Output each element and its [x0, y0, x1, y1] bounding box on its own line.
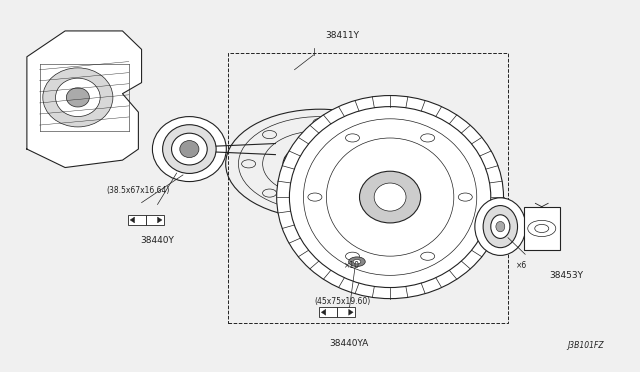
Text: 38440Y: 38440Y: [141, 236, 175, 245]
Circle shape: [301, 153, 339, 175]
Text: (38.5x67x16.64): (38.5x67x16.64): [107, 186, 170, 195]
Bar: [524, 207, 559, 250]
Ellipse shape: [276, 96, 504, 299]
Circle shape: [353, 260, 361, 264]
Ellipse shape: [43, 68, 113, 127]
Ellipse shape: [67, 88, 90, 107]
Ellipse shape: [152, 116, 227, 182]
Ellipse shape: [172, 133, 207, 165]
Polygon shape: [157, 217, 162, 223]
Bar: [319, 307, 337, 317]
Ellipse shape: [475, 198, 526, 256]
Text: 38453Y: 38453Y: [549, 271, 584, 280]
Text: (45x75x19.60): (45x75x19.60): [314, 297, 371, 306]
Ellipse shape: [483, 206, 518, 248]
Polygon shape: [349, 310, 353, 315]
Ellipse shape: [163, 125, 216, 173]
Ellipse shape: [496, 221, 505, 232]
Bar: [128, 215, 146, 225]
Text: ×10: ×10: [344, 260, 360, 270]
Polygon shape: [27, 31, 141, 167]
Bar: [146, 215, 164, 225]
Bar: [228, 53, 508, 323]
Ellipse shape: [180, 141, 199, 158]
Text: 38440YA: 38440YA: [329, 339, 368, 348]
Polygon shape: [321, 310, 326, 315]
Text: ×6: ×6: [516, 260, 527, 270]
Text: 38411Y: 38411Y: [325, 31, 359, 40]
Polygon shape: [130, 217, 134, 223]
Bar: [337, 307, 355, 317]
Ellipse shape: [56, 78, 100, 116]
Circle shape: [349, 257, 365, 266]
Ellipse shape: [491, 215, 510, 238]
Text: J3B101FZ: J3B101FZ: [567, 341, 604, 350]
Ellipse shape: [360, 171, 420, 223]
Ellipse shape: [374, 183, 406, 211]
